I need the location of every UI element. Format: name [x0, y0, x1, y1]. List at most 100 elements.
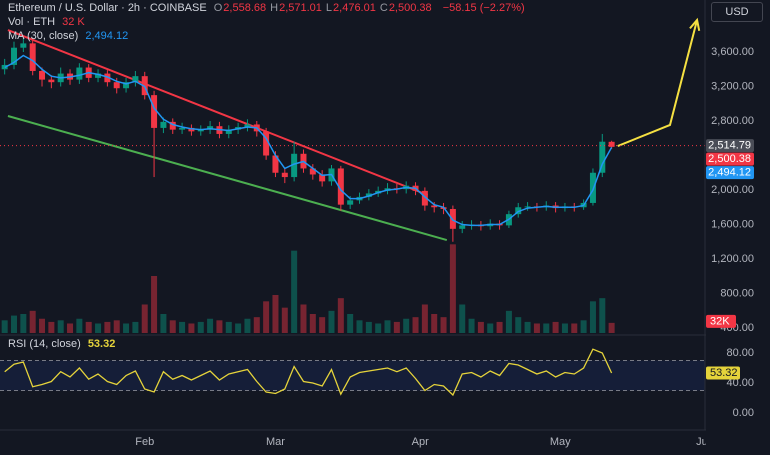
candle-body — [449, 208, 456, 229]
y-tick-label: 2,000.00 — [711, 184, 754, 196]
volume-bar — [328, 310, 335, 333]
ma-value: 2,494.12 — [85, 30, 129, 42]
ma-legend: MA (30, close) 2,494.12 — [8, 30, 132, 42]
volume-bar — [272, 295, 279, 333]
volume-bar — [365, 321, 372, 333]
candle-body — [421, 190, 428, 206]
volume-bar — [524, 321, 531, 333]
volume-bar — [169, 320, 176, 333]
price-tag — [706, 166, 754, 180]
volume-bar — [505, 310, 512, 333]
volume-bar — [431, 314, 438, 333]
volume-bar — [300, 304, 307, 333]
volume-bar — [393, 321, 400, 333]
candle-body — [132, 76, 139, 83]
candle-body — [39, 70, 46, 80]
volume-tag-label: 32K — [710, 315, 730, 327]
volume-bar — [39, 318, 46, 333]
candle-body — [95, 73, 102, 78]
candle-body — [179, 127, 186, 130]
candle-body — [169, 121, 176, 130]
candle-body — [608, 141, 615, 147]
candle-body — [113, 82, 120, 89]
candle-body — [29, 43, 36, 71]
rsi-legend: RSI (14, close) 53.32 — [8, 338, 119, 350]
volume-bar — [459, 304, 466, 333]
volume-bar — [496, 321, 503, 333]
volume-legend: Vol · ETH 32 K — [8, 16, 89, 28]
volume-bar — [421, 304, 428, 333]
volume-bar — [477, 321, 484, 333]
volume-bar — [29, 310, 36, 333]
volume-bar — [141, 304, 148, 333]
volume-bar — [253, 317, 260, 333]
y-tick-label: 1,200.00 — [711, 253, 754, 265]
volume-bar — [67, 323, 74, 333]
candle-body — [76, 67, 83, 80]
volume-bar — [188, 323, 195, 333]
ohlc-key: O — [213, 2, 223, 14]
rsi-line — [4, 348, 613, 397]
candle-body — [263, 131, 270, 156]
volume-bar — [375, 323, 382, 333]
y-tick-label: 40.00 — [726, 377, 754, 389]
volume-bar — [235, 323, 242, 333]
volume-bar — [48, 321, 55, 333]
volume-bar — [281, 307, 288, 333]
arrow-head — [689, 17, 701, 31]
candle-body — [197, 129, 204, 132]
symbol-legend: Ethereum / U.S. Dollar · 2h · COINBASE O… — [8, 2, 529, 14]
volume-bar — [552, 321, 559, 333]
x-tick-label: Mar — [266, 436, 285, 448]
candle-body — [337, 168, 344, 205]
ohlc-value: 2,500.38 — [388, 2, 432, 14]
candle-body — [459, 225, 466, 229]
ma-name: MA (30, close) — [8, 30, 79, 42]
price-tag — [706, 152, 754, 166]
candle-body — [151, 95, 158, 128]
volume-bar — [309, 314, 316, 333]
candle-body — [123, 82, 130, 89]
x-tick-label: May — [550, 436, 571, 448]
rsi-name: RSI (14, close) — [8, 338, 81, 350]
volume-bar — [580, 320, 587, 333]
currency-button[interactable]: USD — [711, 2, 763, 22]
volume-bar — [225, 321, 232, 333]
trendline — [617, 19, 699, 147]
y-tick-label: 2,800.00 — [711, 115, 754, 127]
volume-bar — [197, 321, 204, 333]
candle-body — [309, 168, 316, 175]
candle-body — [188, 127, 195, 132]
y-tick-label: 0.00 — [733, 407, 754, 419]
candle-body — [319, 174, 326, 182]
ohlc-value: 2,571.01 — [279, 2, 322, 14]
volume-bar — [599, 298, 606, 333]
volume-bar — [1, 320, 8, 333]
volume-bar — [263, 301, 270, 333]
volume-name: Vol · ETH — [8, 16, 56, 28]
ohlc-key: H — [270, 2, 279, 14]
candle-body — [281, 172, 288, 178]
candle-body — [207, 126, 214, 130]
candle-body — [141, 76, 148, 96]
y-tick-label: 800.00 — [720, 287, 754, 299]
volume-bar — [608, 322, 615, 333]
ohlc-value: 2,476.01 — [333, 2, 376, 14]
volume-bar — [104, 321, 111, 333]
candle-body — [599, 141, 606, 173]
price-tag-label: 2,494.12 — [708, 167, 751, 179]
volume-bar — [487, 323, 494, 333]
candle-body — [272, 155, 279, 173]
candle-body — [365, 193, 372, 197]
candle-body — [291, 153, 298, 178]
volume-bar — [347, 314, 354, 333]
candle-body — [20, 43, 27, 48]
ma-line — [4, 54, 613, 227]
y-tick-label: 3,200.00 — [711, 80, 754, 92]
volume-bar — [319, 317, 326, 333]
candle-body — [160, 121, 167, 128]
volume-bar — [291, 250, 298, 333]
volume-bar — [113, 320, 120, 333]
volume-bar — [179, 321, 186, 333]
